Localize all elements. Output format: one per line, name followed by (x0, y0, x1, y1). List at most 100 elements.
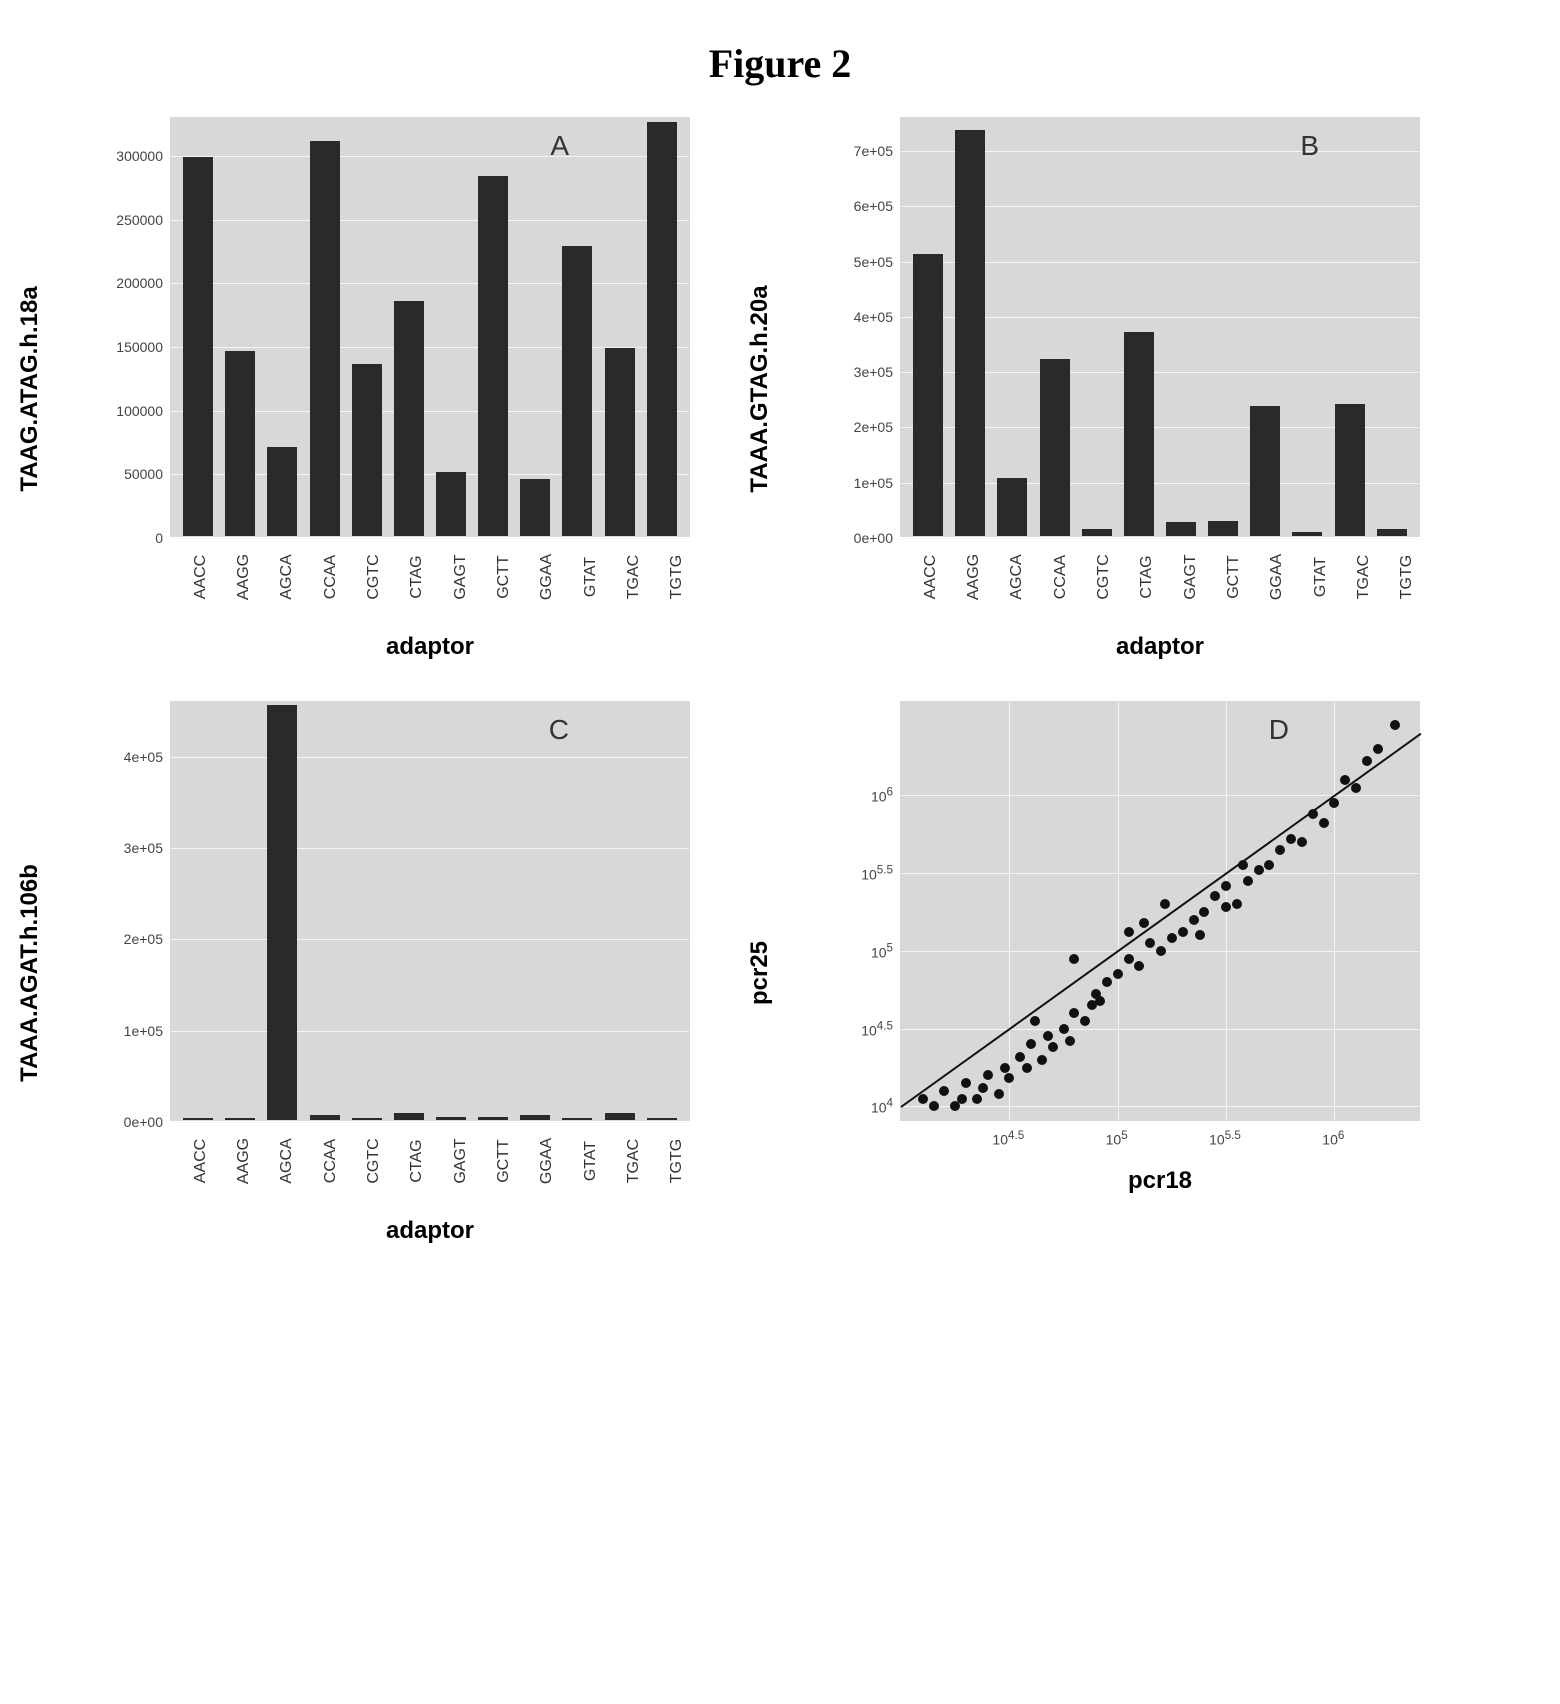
scatter-point (972, 1094, 982, 1104)
scatter-point (1329, 798, 1339, 808)
scatter-point (1340, 775, 1350, 785)
scatter-point (1189, 915, 1199, 925)
scatter-point (1195, 930, 1205, 940)
scatter-point (1043, 1031, 1053, 1041)
scatter-point (1102, 977, 1112, 987)
bar (225, 351, 255, 536)
gridline-v (1009, 702, 1010, 1120)
bars (171, 118, 689, 536)
x-tick-label: CGTC (1095, 554, 1113, 599)
scatter-point (1026, 1039, 1036, 1049)
scatter-point (1080, 1016, 1090, 1026)
bar (436, 472, 466, 536)
y-axis-label: TAAG.ATAG.h.18a (16, 286, 44, 491)
x-tick-label: 105.5 (1209, 1129, 1241, 1148)
y-tick-label: 1e+05 (124, 1023, 171, 1039)
scatter-point (1145, 938, 1155, 948)
scatter-point (961, 1078, 971, 1088)
bar (1335, 404, 1365, 536)
bar (394, 301, 424, 536)
scatter-point (1254, 865, 1264, 875)
x-tick-label: GGAA (538, 1138, 556, 1184)
figure-title: Figure 2 (0, 40, 1560, 87)
scatter-point (1390, 720, 1400, 730)
x-axis-label: pcr18 (900, 1167, 1420, 1195)
bar (310, 141, 340, 536)
y-tick-label: 250000 (116, 212, 171, 228)
panel-tag: D (1269, 714, 1289, 746)
scatter-point (1210, 891, 1220, 901)
y-tick-label: 0e+00 (854, 530, 901, 546)
y-axis-label: TAAA.GTAG.h.20a (746, 285, 774, 492)
x-tick-label: GTAT (582, 557, 600, 597)
y-tick-label: 105.5 (861, 864, 901, 883)
scatter-point (1232, 899, 1242, 909)
plot-area: 0e+001e+052e+053e+054e+055e+056e+057e+05… (900, 117, 1420, 537)
x-axis-label: adaptor (900, 633, 1420, 661)
bar (647, 122, 677, 536)
bar (1040, 359, 1070, 536)
scatter-point (1069, 1008, 1079, 1018)
scatter-point (1124, 927, 1134, 937)
x-tick-label: AGCA (1008, 554, 1026, 599)
bar (913, 254, 943, 536)
bars (901, 118, 1419, 536)
scatter-point (1004, 1073, 1014, 1083)
identity-line (900, 733, 1421, 1108)
scatter-point (1238, 860, 1248, 870)
plot-area: 0e+001e+052e+053e+054e+05C (170, 701, 690, 1121)
x-tick-label: CCAA (322, 1139, 340, 1183)
bar (520, 479, 550, 536)
scatter-point (918, 1094, 928, 1104)
panel-tag: A (550, 130, 569, 162)
x-tick-label: AGCA (278, 1138, 296, 1183)
y-tick-label: 200000 (116, 275, 171, 291)
y-tick-label: 104 (871, 1097, 901, 1116)
bar (1250, 406, 1280, 536)
scatter-point (1048, 1042, 1058, 1052)
bar (310, 1115, 340, 1120)
scatter-point (1069, 954, 1079, 964)
x-tick-label: TGAC (625, 1139, 643, 1183)
scatter-point (1065, 1036, 1075, 1046)
bar (997, 478, 1027, 536)
scatter-point (1319, 818, 1329, 828)
y-tick-label: 300000 (116, 148, 171, 164)
gridline-h (901, 1029, 1419, 1030)
scatter-point (1113, 969, 1123, 979)
y-axis-label: TAAA.AGAT.h.106b (16, 864, 44, 1082)
y-tick-label: 2e+05 (854, 419, 901, 435)
x-tick-label: TGTG (668, 1139, 686, 1183)
x-tick-label: 106 (1322, 1129, 1344, 1148)
x-axis-label: adaptor (170, 633, 690, 661)
bar (605, 348, 635, 536)
plot-area: 050000100000150000200000250000300000A (170, 117, 690, 537)
x-tick-label: GTAT (582, 1141, 600, 1181)
x-tick-label: AACC (922, 555, 940, 599)
x-tick-row: AACCAAGGAGCACCAACGTCCTAGGAGTGCTTGGAAGTAT… (170, 537, 690, 627)
x-tick-label: GCTT (495, 1139, 513, 1183)
bar (605, 1113, 635, 1120)
x-tick-label: CCAA (1052, 555, 1070, 599)
x-tick-label: GCTT (1225, 555, 1243, 599)
y-axis-label: pcr25 (746, 941, 774, 1005)
scatter-point (1221, 902, 1231, 912)
y-tick-label: 5e+05 (854, 254, 901, 270)
x-tick-label: GGAA (1268, 554, 1286, 600)
scatter-point (1000, 1063, 1010, 1073)
x-tick-label: CCAA (322, 555, 340, 599)
gridline-v (1334, 702, 1335, 1120)
panel-b: TAAA.GTAG.h.20a0e+001e+052e+053e+054e+05… (810, 117, 1480, 661)
bar (1082, 529, 1112, 536)
scatter-point (1022, 1063, 1032, 1073)
x-tick-label: CTAG (1138, 555, 1156, 598)
x-tick-row: AACCAAGGAGCACCAACGTCCTAGGAGTGCTTGGAAGTAT… (170, 1121, 690, 1211)
scatter-point (1221, 881, 1231, 891)
bars (171, 702, 689, 1120)
scatter-point (1243, 876, 1253, 886)
x-tick-row: AACCAAGGAGCACCAACGTCCTAGGAGTGCTTGGAAGTAT… (900, 537, 1420, 627)
x-tick-label: TGAC (625, 555, 643, 599)
bar (562, 246, 592, 536)
scatter-point (1134, 961, 1144, 971)
x-tick-label: AAGG (235, 554, 253, 600)
